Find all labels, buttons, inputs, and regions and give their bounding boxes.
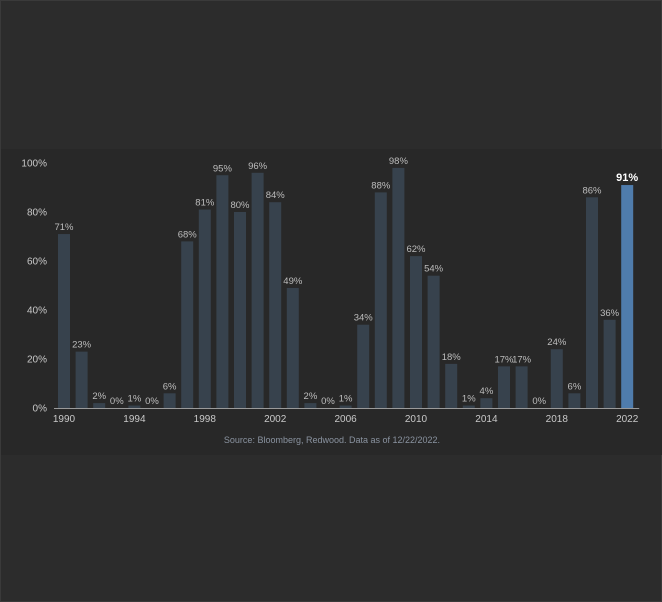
- y-tick-label: 40%: [27, 306, 47, 317]
- data-label: 4%: [480, 386, 494, 397]
- bar: [427, 275, 440, 408]
- data-label: 0%: [145, 396, 159, 407]
- bar: [568, 393, 581, 408]
- y-tick-label: 0%: [33, 404, 48, 415]
- chart-panel: 0% 20% 40% 60% 80% 100% 71% 23% 2% 0% 1% 0% 6% 68% 81%…: [1, 149, 662, 455]
- x-tick-label: 2014: [475, 414, 498, 425]
- bar: [410, 256, 422, 408]
- data-label: 1%: [339, 394, 353, 405]
- bar: [58, 234, 70, 408]
- data-label: 0%: [321, 396, 335, 407]
- bar: [75, 351, 88, 408]
- data-label: 2%: [304, 391, 318, 402]
- data-label: 88%: [371, 180, 391, 191]
- bar: [304, 403, 317, 408]
- bar: [621, 185, 634, 408]
- data-label: 68%: [178, 229, 198, 240]
- bar: [498, 366, 510, 408]
- y-tick-label: 80%: [27, 208, 47, 219]
- bar: [286, 287, 299, 408]
- bar: [251, 172, 264, 408]
- data-label: 84%: [266, 190, 286, 201]
- data-label: 71%: [54, 222, 74, 233]
- bar: [586, 197, 598, 408]
- bar: [216, 175, 229, 408]
- data-label: 0%: [532, 396, 546, 407]
- data-label: 36%: [600, 308, 620, 319]
- x-tick-label: 1990: [53, 414, 76, 425]
- bar: [93, 403, 106, 408]
- source-note: Source: Bloomberg, Redwood. Data as of 1…: [223, 435, 441, 445]
- data-label: 80%: [230, 200, 250, 211]
- bar-chart: 0%20%40%60%80%100%71%23%2% 0% 1% 0%6%68%81%…: [21, 156, 640, 425]
- x-tick-label: 1994: [123, 414, 146, 425]
- bar: [374, 192, 387, 408]
- data-label: 23%: [72, 340, 92, 351]
- y-tick-label: 60%: [27, 257, 47, 268]
- bar: [128, 405, 141, 408]
- data-label: 18%: [442, 352, 462, 363]
- data-label: 24%: [547, 337, 567, 348]
- data-label: 6%: [163, 381, 177, 392]
- x-tick-label: 2022: [616, 414, 639, 425]
- bar: [515, 366, 528, 408]
- data-label: 54%: [424, 264, 444, 275]
- data-label: 81%: [195, 198, 215, 209]
- data-label: 2%: [92, 391, 106, 402]
- bar: [462, 405, 475, 408]
- data-label: 96%: [248, 161, 268, 172]
- data-label: 6%: [568, 381, 582, 392]
- data-label: 62%: [406, 244, 426, 255]
- x-tick-label: 2010: [405, 414, 428, 425]
- data-label: 17%: [512, 354, 532, 365]
- data-label: 91%: [616, 172, 638, 184]
- bar: [163, 393, 176, 408]
- bar: [392, 167, 405, 408]
- x-tick-label: 2006: [334, 414, 357, 425]
- data-label: 95%: [213, 163, 233, 174]
- bar: [357, 324, 370, 408]
- y-tick-label: 20%: [27, 355, 47, 366]
- bar: [445, 363, 458, 408]
- data-label: 0%: [110, 396, 124, 407]
- bar: [198, 209, 211, 408]
- x-tick-label: 2018: [546, 414, 569, 425]
- bar: [550, 349, 563, 408]
- data-label: 49%: [283, 276, 303, 287]
- x-tick-label: 1998: [194, 414, 217, 425]
- data-label: 98%: [389, 156, 409, 167]
- x-tick-label: 2002: [264, 414, 287, 425]
- bar: [480, 398, 493, 408]
- bar: [339, 405, 352, 408]
- data-label: 17%: [494, 354, 514, 365]
- y-tick-label: 100%: [21, 159, 47, 170]
- data-label: 1%: [462, 394, 476, 405]
- bar: [603, 319, 616, 408]
- data-label: 34%: [354, 313, 374, 324]
- data-label: 86%: [582, 185, 602, 196]
- bar: [269, 202, 282, 408]
- data-label: 1%: [128, 394, 142, 405]
- bar: [234, 212, 246, 408]
- bar: [181, 241, 194, 408]
